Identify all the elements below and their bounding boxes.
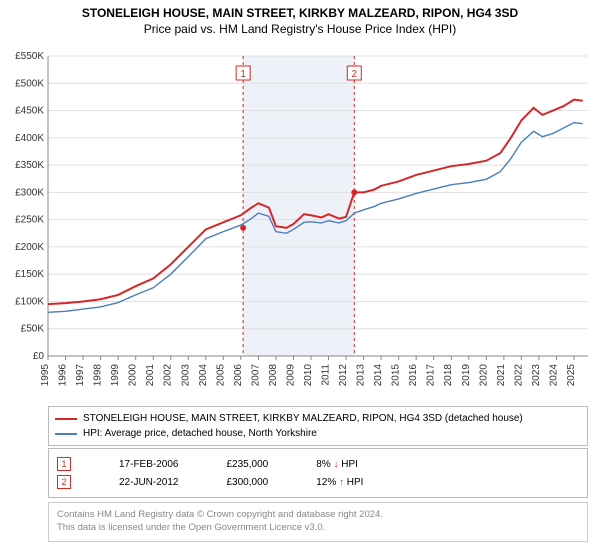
chart-subtitle: Price paid vs. HM Land Registry's House … [0,20,600,36]
legend-swatch [55,433,77,435]
marker-pct: 12% [316,477,336,488]
svg-text:£250K: £250K [15,215,44,226]
svg-text:2015: 2015 [391,364,402,387]
marker-badge: 1 [57,457,71,471]
svg-text:2002: 2002 [163,364,174,387]
svg-text:2022: 2022 [513,364,524,387]
chart-svg: £0 £50K £100K £150K £200K £250K £300K £350K £400… [0,48,600,398]
svg-text:2018: 2018 [443,364,454,387]
marker-num: 1 [61,459,66,469]
svg-text:2020: 2020 [478,364,489,387]
legend-row: HPI: Average price, detached house, Nort… [55,426,581,441]
marker-row: 2 22-JUN-2012 £300,000 12% ↑ HPI [57,473,579,491]
svg-text:1995: 1995 [40,364,51,387]
legend-label: HPI: Average price, detached house, Nort… [83,428,317,439]
marker-suffix: HPI [341,459,358,470]
svg-text:£350K: £350K [15,160,44,171]
svg-text:£100K: £100K [15,296,44,307]
svg-text:2019: 2019 [461,364,472,387]
svg-text:£500K: £500K [15,78,44,89]
footer-attribution: Contains HM Land Registry data © Crown c… [48,502,588,542]
svg-text:2: 2 [352,69,358,80]
footer-line: Contains HM Land Registry data © Crown c… [57,509,579,522]
svg-text:£200K: £200K [15,242,44,253]
svg-text:2007: 2007 [250,364,261,387]
svg-text:2016: 2016 [408,364,419,387]
svg-text:2009: 2009 [285,364,296,387]
chart-plot-area: £0 £50K £100K £150K £200K £250K £300K £350K £400… [0,48,600,398]
svg-text:£0: £0 [33,351,45,362]
svg-text:2025: 2025 [566,364,577,387]
marker-date: 22-JUN-2012 [119,477,178,488]
legend-label: STONELEIGH HOUSE, MAIN STREET, KIRKBY MA… [83,413,523,424]
svg-text:2006: 2006 [233,364,244,387]
svg-text:£150K: £150K [15,269,44,280]
chart-container: STONELEIGH HOUSE, MAIN STREET, KIRKBY MA… [0,0,600,560]
marker-pct-group: 12% ↑ HPI [316,477,363,488]
svg-text:2004: 2004 [198,364,209,387]
marker-num: 2 [61,477,66,487]
svg-text:2023: 2023 [531,364,542,387]
marker-badge: 2 [57,475,71,489]
legend-row: STONELEIGH HOUSE, MAIN STREET, KIRKBY MA… [55,411,581,426]
svg-text:2017: 2017 [426,364,437,387]
svg-text:1997: 1997 [75,364,86,387]
marker-price: £235,000 [226,459,268,470]
svg-text:2000: 2000 [128,364,139,387]
svg-text:2014: 2014 [373,364,384,387]
marker-price: £300,000 [226,477,268,488]
svg-text:2024: 2024 [548,364,559,387]
markers-table: 1 17-FEB-2006 £235,000 8% ↓ HPI 2 22-JUN… [48,448,588,498]
svg-text:2013: 2013 [356,364,367,387]
svg-text:1998: 1998 [93,364,104,387]
legend: STONELEIGH HOUSE, MAIN STREET, KIRKBY MA… [48,406,588,446]
marker-suffix: HPI [347,477,364,488]
marker-pct-group: 8% ↓ HPI [316,459,358,470]
svg-text:1: 1 [240,69,246,80]
arrow-down-icon: ↓ [333,459,338,470]
marker-date: 17-FEB-2006 [119,459,178,470]
chart-title: STONELEIGH HOUSE, MAIN STREET, KIRKBY MA… [0,0,600,20]
legend-swatch [55,418,77,420]
svg-text:£400K: £400K [15,133,44,144]
svg-text:£550K: £550K [15,51,44,62]
svg-text:2011: 2011 [321,364,332,386]
svg-text:2001: 2001 [145,364,156,387]
svg-text:2008: 2008 [268,364,279,387]
svg-text:£300K: £300K [15,187,44,198]
svg-text:2003: 2003 [180,364,191,387]
arrow-up-icon: ↑ [339,477,344,488]
marker-pct: 8% [316,459,330,470]
svg-text:2012: 2012 [338,364,349,387]
footer-line: This data is licensed under the Open Gov… [57,522,579,535]
marker-row: 1 17-FEB-2006 £235,000 8% ↓ HPI [57,455,579,473]
svg-text:£50K: £50K [21,324,45,335]
svg-text:1996: 1996 [58,364,69,387]
svg-text:£450K: £450K [15,106,44,117]
svg-text:2005: 2005 [215,364,226,387]
svg-text:1999: 1999 [110,364,121,387]
svg-text:2021: 2021 [496,364,507,387]
svg-text:2010: 2010 [303,364,314,387]
